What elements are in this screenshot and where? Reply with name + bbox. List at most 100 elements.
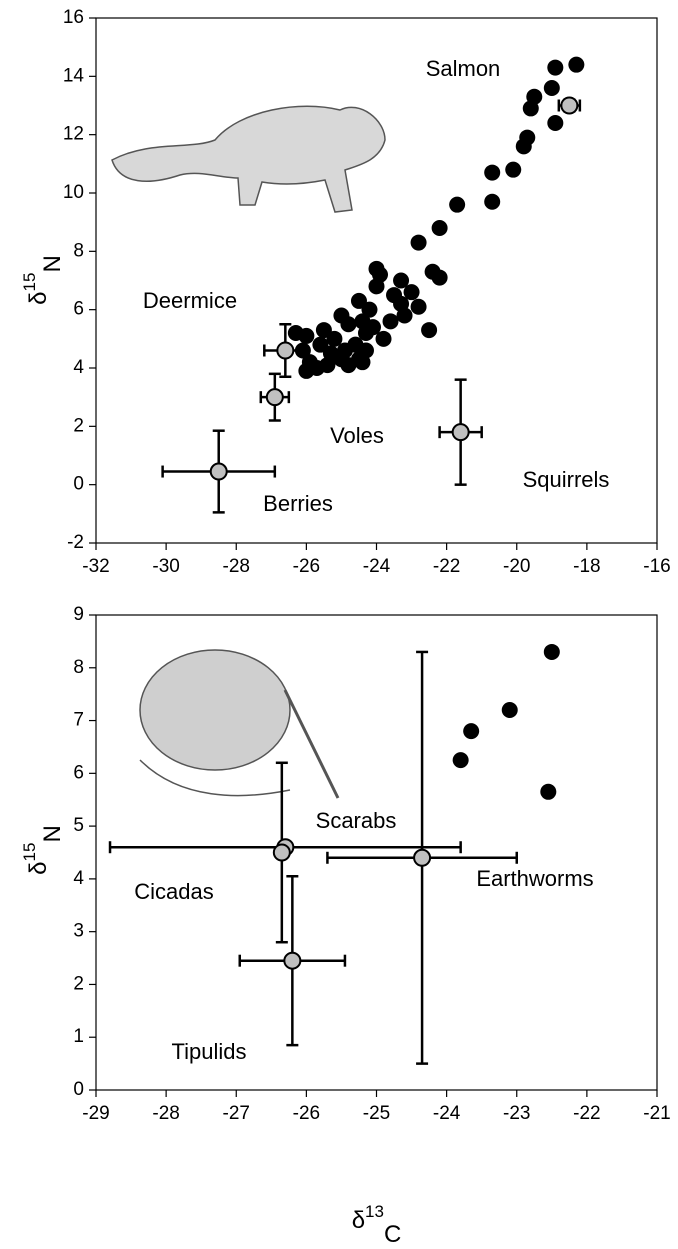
y-tick-label: 4: [73, 357, 84, 378]
y-tick-label: 2: [73, 415, 84, 436]
point: [312, 336, 329, 353]
point: [484, 164, 501, 181]
point: [431, 220, 448, 236]
point: [361, 301, 378, 318]
y-tick-label: 16: [63, 7, 84, 28]
group-label: Salmon: [426, 56, 501, 81]
y-tick-label: 4: [73, 868, 84, 889]
x-tick-label: -22: [573, 1103, 600, 1124]
x-axis-label: δ13C: [352, 1202, 402, 1248]
y-tick-label: 3: [73, 921, 84, 942]
x-tick-label: -29: [82, 1103, 109, 1124]
marten-illustration: [111, 105, 386, 213]
point: [547, 115, 564, 131]
point: [515, 138, 532, 155]
group-point: [276, 341, 295, 360]
y-tick-label: 6: [73, 299, 84, 320]
point: [505, 161, 522, 178]
y-axis-label-part: 15: [20, 273, 39, 292]
point: [463, 723, 480, 740]
point: [568, 56, 585, 73]
kiwi-illustration: [139, 649, 340, 799]
y-tick-label: 8: [73, 240, 84, 261]
point: [543, 643, 560, 660]
x-tick-label: -24: [363, 556, 391, 577]
x-axis-label-part: C: [384, 1221, 401, 1248]
point: [393, 272, 410, 289]
y-axis-label-part: δ: [25, 861, 52, 874]
point: [484, 193, 501, 210]
x-tick-label: -23: [503, 1103, 530, 1124]
x-tick-label: -26: [293, 556, 320, 577]
x-tick-label: -28: [223, 556, 250, 577]
point: [382, 313, 399, 330]
group-point: [413, 848, 432, 867]
group-label: Earthworms: [476, 866, 593, 891]
point: [350, 292, 367, 309]
x-tick-label: -16: [643, 556, 670, 577]
point: [319, 357, 336, 374]
x-tick-label: -28: [152, 1103, 179, 1124]
point: [375, 330, 392, 347]
point: [522, 100, 539, 117]
x-tick-label: -18: [573, 556, 600, 577]
x-tick-label: -21: [643, 1103, 670, 1124]
point: [364, 319, 381, 336]
x-tick-label: -27: [223, 1103, 250, 1124]
y-tick-label: 7: [73, 710, 84, 731]
group-point: [283, 951, 302, 970]
point: [403, 284, 420, 301]
group-point: [451, 423, 470, 442]
point: [501, 702, 518, 718]
y-tick-label: 12: [63, 124, 84, 145]
point: [410, 234, 427, 251]
y-tick-label: 5: [73, 815, 84, 836]
y-axis-label-part: 15: [20, 843, 39, 862]
x-tick-label: -30: [152, 556, 179, 577]
y-tick-label: 14: [63, 65, 85, 86]
y-tick-label: 0: [73, 1079, 84, 1100]
point: [340, 316, 357, 333]
y-tick-label: 1: [73, 1026, 84, 1047]
point: [452, 752, 469, 769]
group-point: [265, 388, 284, 407]
x-tick-label: -25: [363, 1103, 390, 1124]
group-point: [209, 462, 228, 481]
x-axis-label-part: δ: [352, 1207, 365, 1234]
x-tick-label: -32: [82, 556, 109, 577]
x-tick-label: -26: [293, 1103, 320, 1124]
point: [354, 354, 371, 371]
point: [410, 298, 427, 315]
y-tick-label: 2: [73, 973, 84, 994]
y-tick-label: -2: [67, 532, 84, 553]
point: [421, 322, 438, 339]
y-axis-label-part: N: [39, 255, 66, 272]
point: [540, 783, 557, 800]
y-axis-label: δ15N: [20, 825, 66, 875]
x-axis-label-part: 13: [365, 1202, 384, 1221]
point: [368, 278, 385, 295]
y-tick-label: 8: [73, 657, 84, 678]
y-tick-label: 6: [73, 762, 84, 783]
point: [287, 325, 304, 341]
point: [449, 196, 466, 213]
group-label: Voles: [330, 423, 384, 448]
y-tick-label: 0: [73, 474, 84, 495]
x-tick-label: -22: [433, 556, 460, 577]
point: [326, 330, 343, 347]
y-axis-label-part: N: [39, 825, 66, 842]
y-tick-label: 10: [63, 182, 84, 203]
y-axis-label: δ15N: [20, 255, 66, 305]
group-point: [272, 843, 291, 862]
y-axis-label-part: δ: [25, 291, 52, 304]
point: [431, 269, 448, 286]
point: [543, 80, 560, 96]
group-label: Squirrels: [523, 467, 610, 492]
group-point: [560, 96, 579, 115]
x-tick-label: -24: [433, 1103, 461, 1124]
point: [315, 322, 332, 339]
point: [336, 342, 353, 359]
group-label: Berries: [263, 491, 333, 516]
point: [396, 307, 413, 324]
